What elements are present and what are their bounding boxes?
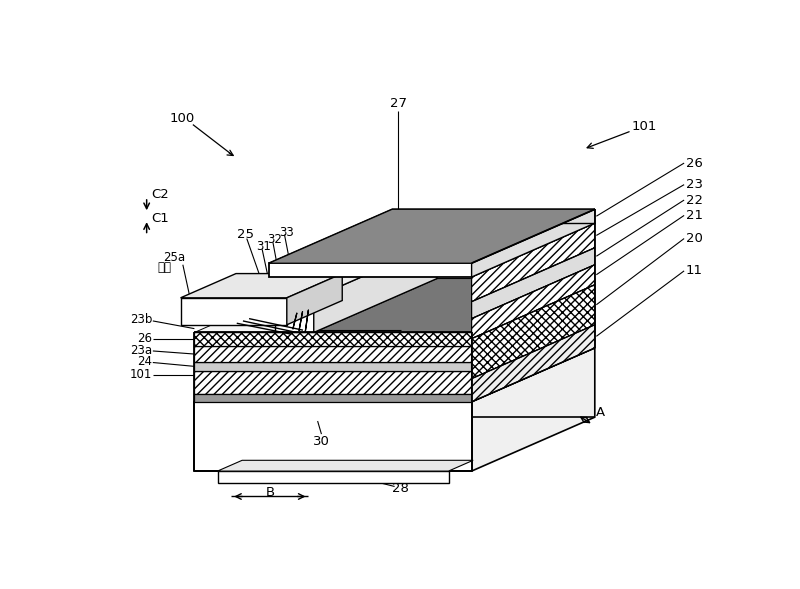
Polygon shape [269,209,595,263]
Polygon shape [472,317,595,394]
Text: 11: 11 [686,264,702,277]
Polygon shape [472,325,595,402]
Text: 31: 31 [256,240,271,253]
Polygon shape [194,332,472,346]
Polygon shape [194,279,595,332]
Text: 100: 100 [170,112,195,125]
Polygon shape [314,244,437,332]
Text: C2: C2 [151,188,169,201]
Polygon shape [287,273,342,325]
Polygon shape [472,209,595,277]
Polygon shape [218,471,449,484]
Polygon shape [181,273,342,298]
Text: 28: 28 [392,482,409,495]
Polygon shape [472,284,595,379]
Polygon shape [181,298,287,325]
Polygon shape [275,244,437,298]
Text: 21: 21 [686,209,702,222]
Polygon shape [194,348,595,402]
Text: 23b: 23b [402,322,425,335]
Text: A: A [596,406,606,419]
Polygon shape [472,209,595,277]
Polygon shape [472,248,595,319]
Polygon shape [472,264,595,339]
Polygon shape [269,209,595,263]
Text: 側面: 側面 [158,260,171,273]
Polygon shape [314,279,595,332]
Text: 27: 27 [390,97,407,110]
Polygon shape [472,348,595,471]
Text: B: B [266,486,274,499]
Polygon shape [194,317,595,371]
Polygon shape [194,402,472,471]
Polygon shape [194,293,595,346]
Text: 23b: 23b [130,313,152,326]
Polygon shape [194,308,595,362]
Text: 25a: 25a [164,250,186,263]
Polygon shape [472,293,595,362]
Polygon shape [269,263,472,277]
Text: 24: 24 [137,355,152,368]
Text: 22: 22 [686,194,702,207]
Text: 101: 101 [632,120,657,133]
Text: 25a: 25a [345,243,366,256]
Text: 26: 26 [686,157,702,170]
Text: 32: 32 [267,233,282,246]
Polygon shape [194,394,472,402]
Text: 側面: 側面 [339,252,353,264]
Polygon shape [275,298,314,332]
Text: 30: 30 [313,435,330,448]
Polygon shape [194,371,472,394]
Text: 25: 25 [237,228,254,241]
Text: 26: 26 [137,332,152,345]
Polygon shape [472,340,595,402]
Polygon shape [472,223,595,302]
Polygon shape [194,346,472,362]
Text: 23a: 23a [130,344,152,357]
Polygon shape [472,279,595,346]
Text: 33: 33 [279,226,294,239]
Text: 23: 23 [686,178,702,191]
Polygon shape [472,308,595,371]
Text: C1: C1 [151,212,169,225]
Text: 101: 101 [130,368,152,380]
Polygon shape [194,362,472,371]
Text: 20: 20 [686,232,702,245]
Polygon shape [218,460,473,471]
